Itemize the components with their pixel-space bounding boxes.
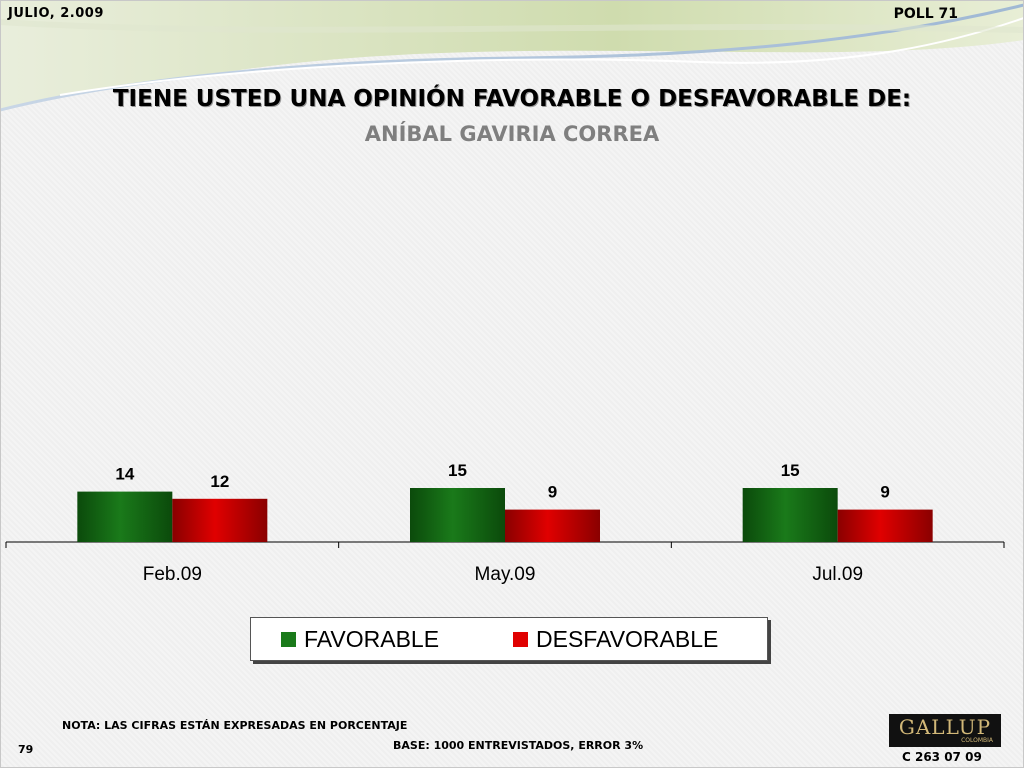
legend-label-desfavorable: DESFAVORABLE: [536, 626, 719, 652]
chart-title: TIENE USTED UNA OPINIÓN FAVORABLE O DESF…: [112, 86, 912, 112]
sample-base: BASE: 1000 ENTREVISTADOS, ERROR 3%: [393, 739, 644, 752]
data-label: 9: [548, 483, 557, 502]
data-label: 9: [880, 483, 889, 502]
poll-number: POLL 71: [893, 6, 958, 22]
legend-swatch-favorable: [281, 632, 296, 647]
gallup-logo: GALLUP COLOMBIA: [889, 714, 1001, 747]
page-number: 79: [18, 743, 34, 756]
legend-swatch-desfavorable: [513, 632, 528, 647]
chart-legend: FAVORABLE DESFAVORABLE: [250, 617, 768, 661]
data-label: 15: [448, 461, 467, 480]
x-tick-label: May.09: [475, 564, 536, 585]
chart-subtitle: ANÍBAL GAVIRIA CORREA: [364, 122, 660, 146]
x-tick-label: Jul.09: [812, 564, 863, 585]
report-date: JULIO, 2.009: [8, 6, 104, 21]
data-label: 14: [115, 465, 134, 484]
x-tick-label: Feb.09: [143, 564, 202, 585]
logo-subtext: COLOMBIA: [961, 737, 993, 744]
document-code: C 263 07 09: [902, 750, 982, 764]
data-label: 12: [210, 472, 229, 491]
legend-item-desfavorable: DESFAVORABLE: [513, 626, 718, 653]
bar-favorable-feb-09: [77, 491, 173, 542]
bar-favorable-jul-09: [742, 488, 838, 542]
header-swoosh-decoration: [0, 0, 1024, 112]
data-label: 15: [781, 461, 800, 480]
legend-label-favorable: FAVORABLE: [304, 626, 440, 652]
bar-chart: 14 12 Feb.09 15 9 May.09 15 9 Jul.09: [5, 461, 1005, 585]
legend-item-favorable: FAVORABLE: [281, 626, 439, 653]
bar-favorable-may-09: [410, 488, 505, 542]
bar-desfavorable-jul-09: [837, 509, 933, 542]
logo-text: GALLUP: [898, 715, 992, 739]
bar-desfavorable-feb-09: [172, 498, 268, 542]
footnote: NOTA: LAS CIFRAS ESTÁN EXPRESADAS EN POR…: [62, 719, 408, 732]
bar-desfavorable-may-09: [505, 509, 600, 542]
